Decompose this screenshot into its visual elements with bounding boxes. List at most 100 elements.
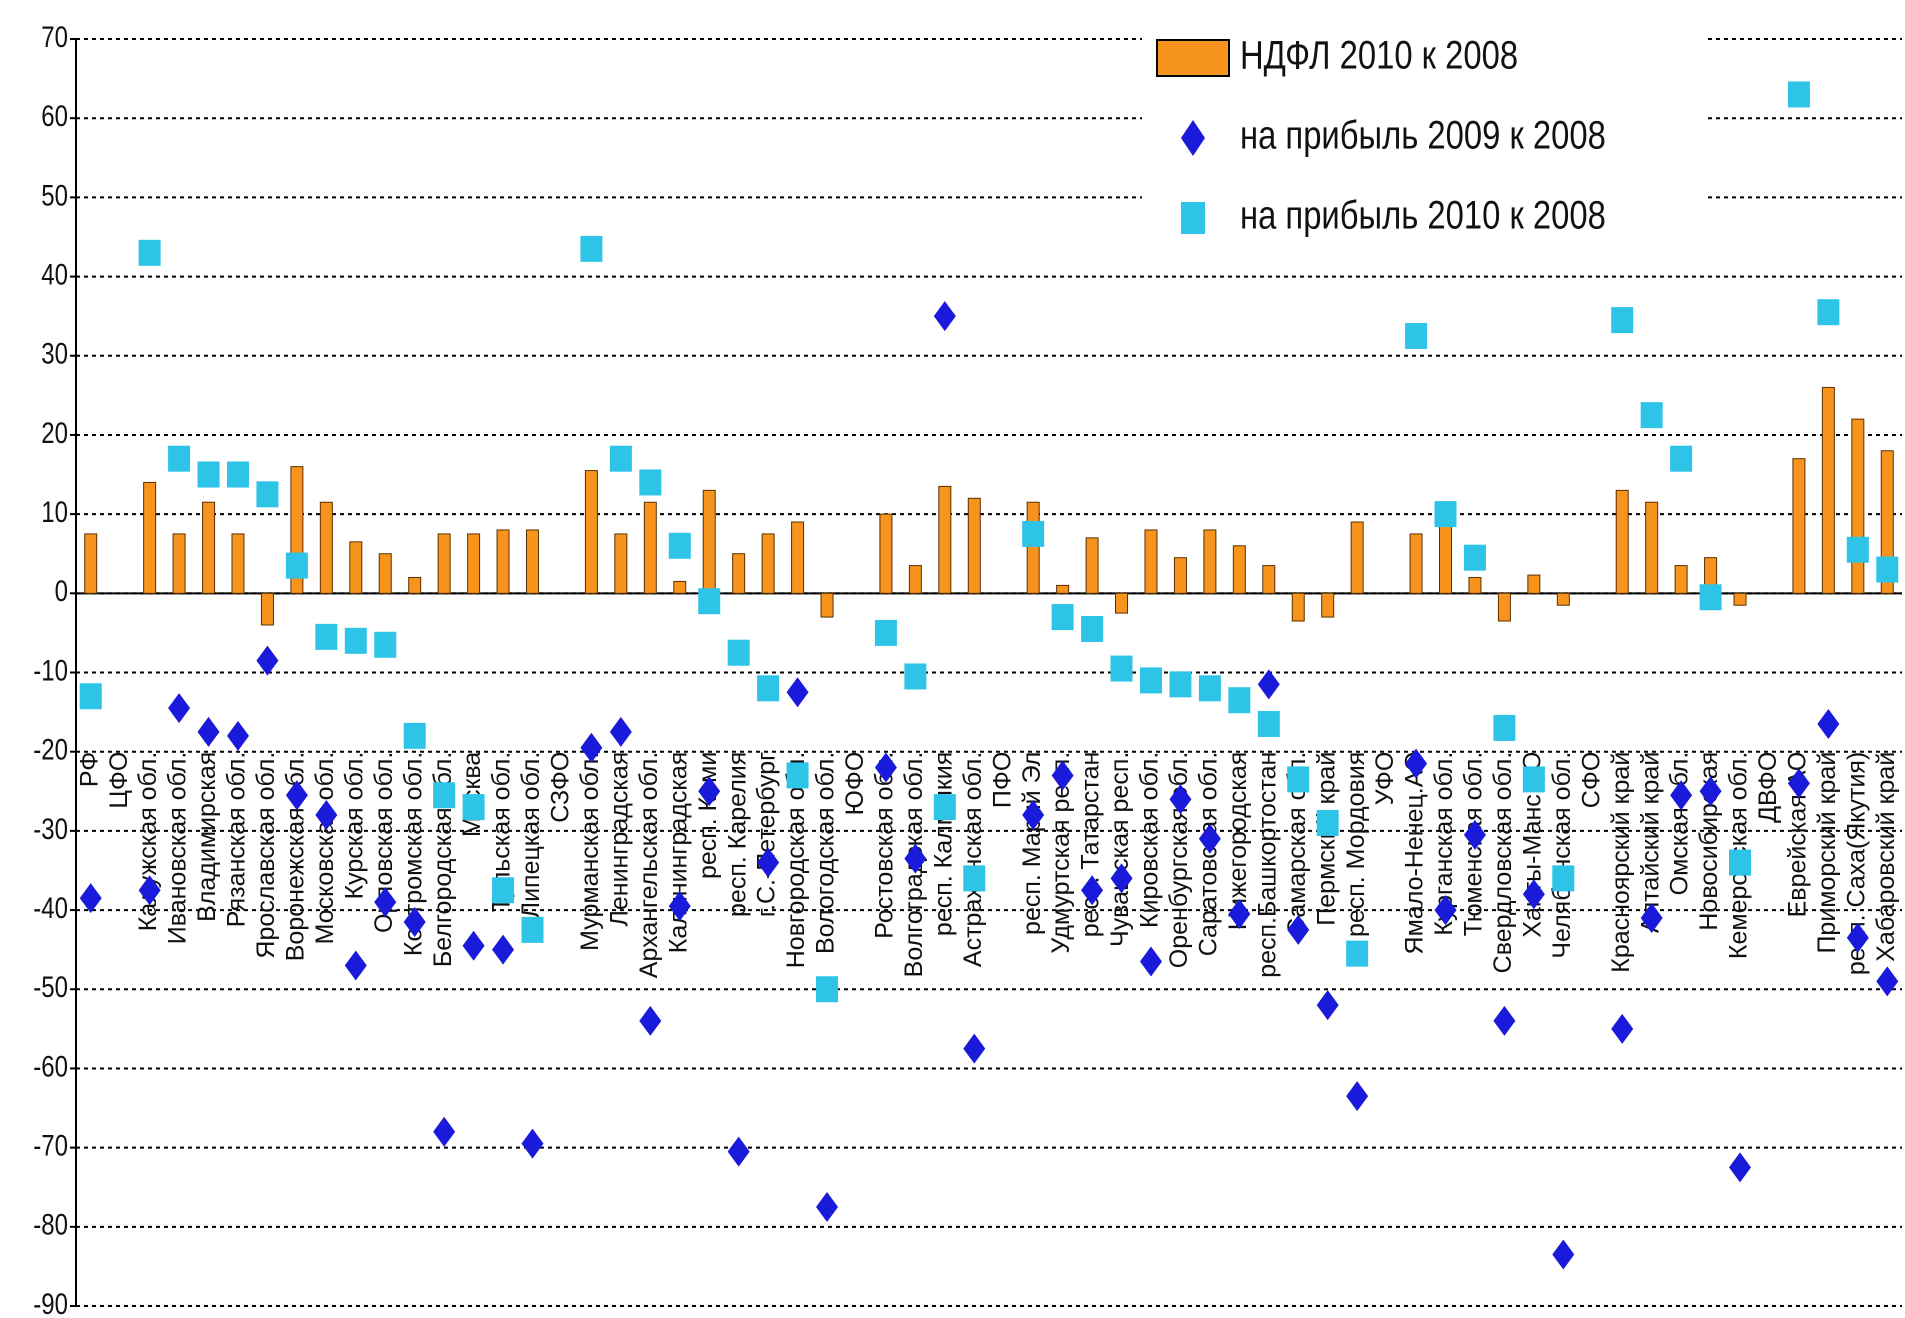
square-marker bbox=[874, 619, 897, 646]
bar bbox=[1115, 592, 1129, 614]
diamond-marker bbox=[1198, 823, 1221, 854]
diamond-marker bbox=[315, 800, 338, 831]
square-marker bbox=[1611, 307, 1634, 334]
y-tick-label: 0 bbox=[55, 574, 68, 608]
bar bbox=[1085, 537, 1099, 594]
x-tick-label: СЗФО bbox=[547, 752, 575, 823]
square-marker bbox=[1287, 766, 1310, 793]
x-tick-label: Красноярский край bbox=[1607, 752, 1635, 973]
square-marker bbox=[403, 722, 426, 749]
x-tick-label: Саратовская обл. bbox=[1194, 752, 1222, 957]
square-marker bbox=[1876, 556, 1899, 583]
diamond-marker bbox=[1081, 875, 1104, 906]
bar bbox=[408, 576, 422, 594]
square-marker bbox=[1316, 809, 1339, 836]
bar bbox=[643, 501, 657, 594]
x-tick-label: УФО bbox=[1371, 752, 1399, 806]
diamond-marker bbox=[138, 875, 161, 906]
square-marker bbox=[374, 631, 397, 658]
square-marker bbox=[1228, 687, 1251, 714]
square-marker bbox=[1640, 402, 1663, 429]
y-tick-label: 40 bbox=[41, 257, 68, 291]
x-tick-label: респ. Коми bbox=[694, 752, 722, 879]
bar bbox=[1615, 489, 1629, 594]
diamond-marker bbox=[1463, 819, 1486, 850]
bar bbox=[1439, 517, 1452, 594]
bar bbox=[1262, 565, 1276, 594]
bar bbox=[1674, 565, 1688, 594]
square-marker bbox=[1522, 766, 1545, 793]
bar bbox=[584, 470, 598, 594]
square-marker bbox=[492, 877, 515, 904]
bar bbox=[1468, 576, 1482, 594]
bar bbox=[1497, 592, 1511, 622]
bar bbox=[437, 533, 451, 594]
x-tick-label: Хабаровский край bbox=[1872, 752, 1900, 962]
diamond-marker bbox=[1169, 784, 1192, 815]
diamond-marker bbox=[1022, 800, 1045, 831]
bar bbox=[260, 592, 274, 626]
bar bbox=[378, 553, 392, 594]
x-tick-label: Омская обл. bbox=[1666, 752, 1694, 896]
diamond-marker bbox=[433, 1116, 456, 1147]
diamond-marker bbox=[1522, 879, 1545, 910]
diamond-marker bbox=[1139, 946, 1162, 977]
x-tick-label: Московская обл. bbox=[311, 752, 339, 945]
x-tick-label: Рязанская обл. bbox=[223, 752, 251, 928]
y-tick-label: 20 bbox=[41, 415, 68, 449]
x-tick-label: Калужская обл. bbox=[134, 752, 162, 932]
x-tick-label: Курская обл. bbox=[340, 752, 368, 900]
x-tick-label: Нижегородская bbox=[1224, 752, 1252, 930]
x-tick-label: Приморский край bbox=[1813, 752, 1841, 954]
square-marker bbox=[609, 445, 632, 472]
square-marker bbox=[1139, 667, 1162, 694]
square-marker bbox=[580, 235, 603, 262]
diamond-marker bbox=[1110, 863, 1133, 894]
x-tick-label: г.С.-Петербург bbox=[753, 752, 781, 917]
square-marker bbox=[668, 532, 691, 559]
y-tick-label: 60 bbox=[41, 98, 68, 132]
diamond-marker bbox=[1787, 768, 1810, 799]
diamond-marker bbox=[727, 1136, 750, 1167]
diamond-marker bbox=[1670, 780, 1693, 811]
square-marker bbox=[1169, 671, 1192, 698]
diamond-marker bbox=[668, 891, 691, 922]
y-tick-label: -20 bbox=[33, 732, 68, 766]
square-marker bbox=[1405, 322, 1428, 349]
diamond-marker bbox=[1405, 748, 1428, 779]
diamond-marker bbox=[757, 847, 780, 878]
x-tick-label: Челябинская обл. bbox=[1548, 752, 1576, 959]
square-marker bbox=[462, 794, 485, 821]
diamond-marker bbox=[1346, 1081, 1369, 1112]
y-tick-label: -60 bbox=[33, 1049, 68, 1083]
bar bbox=[1232, 545, 1246, 594]
x-tick-label: Вологодская обл. bbox=[812, 752, 840, 954]
square-marker bbox=[1257, 710, 1280, 737]
x-tick-label: Ямало-Ненец.АО bbox=[1401, 752, 1429, 955]
y-tick-label: -90 bbox=[33, 1286, 68, 1318]
diamond-marker bbox=[521, 1128, 544, 1159]
diamond-marker bbox=[168, 693, 191, 724]
x-tick-label: Оренбургская обл. bbox=[1165, 752, 1193, 969]
bar bbox=[1409, 533, 1423, 594]
bar bbox=[202, 501, 216, 594]
bar bbox=[1556, 592, 1570, 606]
square-marker bbox=[79, 683, 102, 710]
square-marker bbox=[933, 794, 956, 821]
square-marker bbox=[1198, 675, 1221, 702]
bar bbox=[908, 565, 922, 594]
diamond-marker bbox=[816, 1192, 839, 1223]
square-marker bbox=[1493, 714, 1516, 741]
legend-swatch bbox=[1156, 39, 1230, 77]
y-tick-label: -80 bbox=[33, 1207, 68, 1241]
square-marker bbox=[344, 627, 367, 654]
square-marker bbox=[698, 588, 721, 615]
square-marker bbox=[138, 239, 161, 266]
square-marker bbox=[1022, 520, 1045, 547]
x-tick-label: Свердловская обл. bbox=[1489, 752, 1517, 974]
diamond-marker bbox=[1051, 760, 1074, 791]
bar bbox=[1056, 584, 1070, 594]
x-tick-label: ДВФО bbox=[1754, 752, 1782, 823]
x-tick-label: респ. Татарстан bbox=[1077, 752, 1105, 938]
